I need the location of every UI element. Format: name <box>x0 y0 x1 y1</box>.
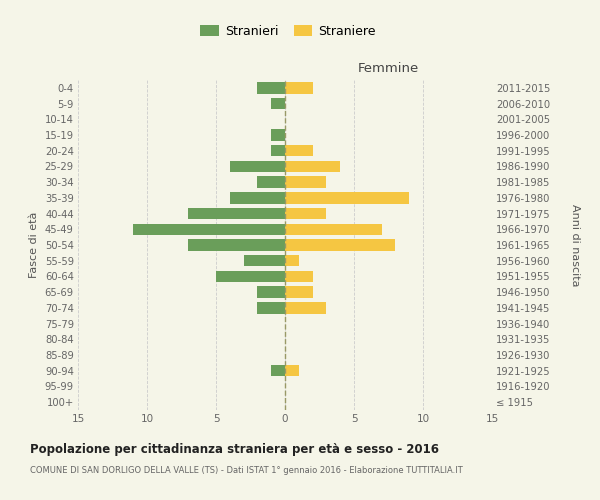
Bar <box>285 365 299 376</box>
Bar <box>244 255 285 266</box>
Bar <box>285 208 326 219</box>
Bar <box>257 176 285 188</box>
Y-axis label: Fasce di età: Fasce di età <box>29 212 39 278</box>
Bar <box>285 286 313 298</box>
Bar <box>133 224 285 235</box>
Bar <box>257 302 285 314</box>
Y-axis label: Anni di nascita: Anni di nascita <box>570 204 580 286</box>
Bar <box>285 302 326 314</box>
Bar <box>257 82 285 94</box>
Bar <box>285 145 313 156</box>
Bar <box>285 224 382 235</box>
Bar <box>188 240 285 250</box>
Bar <box>271 365 285 376</box>
Bar <box>285 192 409 203</box>
Bar <box>230 161 285 172</box>
Legend: Stranieri, Straniere: Stranieri, Straniere <box>196 21 380 42</box>
Bar <box>271 130 285 140</box>
Bar <box>285 255 299 266</box>
Bar <box>285 240 395 250</box>
Bar <box>285 161 340 172</box>
Bar <box>285 271 313 282</box>
Bar <box>271 145 285 156</box>
Bar <box>285 176 326 188</box>
Text: Femmine: Femmine <box>358 62 419 75</box>
Text: Popolazione per cittadinanza straniera per età e sesso - 2016: Popolazione per cittadinanza straniera p… <box>30 442 439 456</box>
Text: COMUNE DI SAN DORLIGO DELLA VALLE (TS) - Dati ISTAT 1° gennaio 2016 - Elaborazio: COMUNE DI SAN DORLIGO DELLA VALLE (TS) -… <box>30 466 463 475</box>
Bar <box>230 192 285 203</box>
Bar <box>216 271 285 282</box>
Bar <box>285 82 313 94</box>
Bar <box>271 98 285 109</box>
Bar <box>188 208 285 219</box>
Bar <box>257 286 285 298</box>
